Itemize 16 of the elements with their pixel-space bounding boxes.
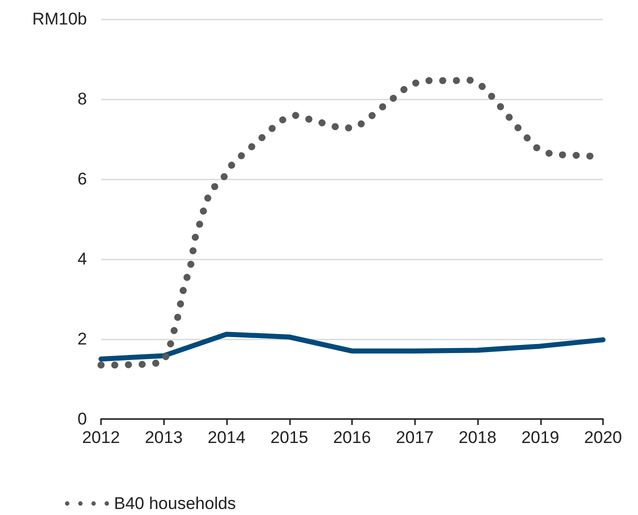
y-tick-label: 8 — [78, 90, 87, 108]
x-tick-label: 2019 — [521, 428, 560, 447]
y-tick-label: 0 — [78, 410, 87, 428]
x-tick-label: 2014 — [208, 428, 246, 447]
x-tick-label: 2013 — [144, 428, 183, 447]
x-tick-label: 2016 — [333, 428, 371, 447]
y-tick-label: 4 — [78, 250, 87, 268]
x-tick-label: 2020 — [584, 428, 622, 447]
legend-label: B40 households — [114, 494, 236, 513]
y-tick-label: RM10b — [32, 10, 87, 28]
x-tick-label: 2018 — [458, 428, 496, 447]
x-tick-label: 2012 — [82, 428, 120, 447]
x-tick-label: 2017 — [396, 428, 434, 447]
x-tick-label: 2015 — [270, 428, 308, 447]
y-tick-label: 2 — [78, 330, 87, 348]
y-tick-label: 6 — [78, 170, 87, 188]
